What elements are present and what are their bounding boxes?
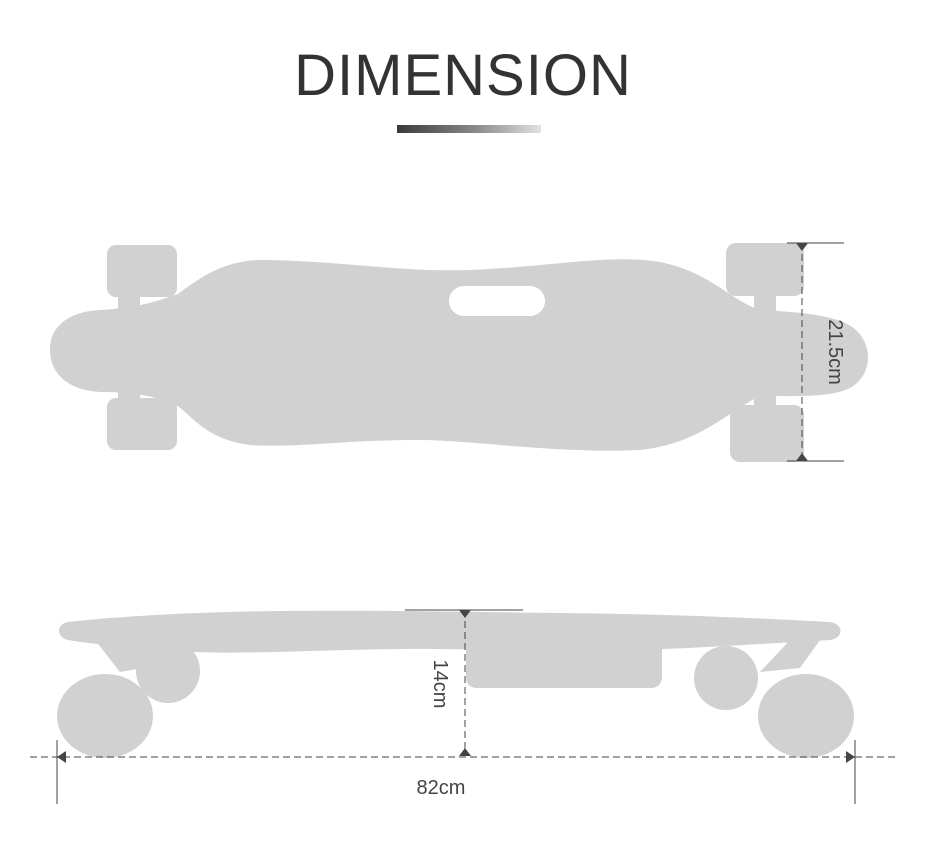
side-view-deck (59, 610, 841, 653)
top-view-left-front-wheel (107, 398, 177, 450)
top-view-right-rear-wheel (726, 243, 804, 296)
page-title: DIMENSION (294, 43, 632, 108)
side-view-right-far-wheel (694, 646, 758, 710)
width-arrow-bottom (796, 453, 808, 461)
side-view-right-truck (760, 640, 820, 672)
top-view-skateboard (50, 243, 868, 462)
title-underline-bar (397, 125, 541, 133)
deck-carry-handle-hole (449, 286, 545, 316)
length-arrow-left (57, 751, 66, 763)
height-arrow-bottom (459, 748, 471, 756)
length-arrow-right (846, 751, 855, 763)
width-arrow-top (796, 243, 808, 251)
height-label: 14cm (429, 660, 451, 709)
length-dimension-marker (30, 740, 896, 804)
top-view-right-front-wheel (730, 405, 804, 462)
top-view-left-rear-wheel (107, 245, 177, 297)
side-view-skateboard (57, 610, 854, 758)
top-view-deck (50, 259, 868, 451)
width-label: 21.5cm (824, 319, 846, 385)
length-label: 82cm (417, 777, 466, 799)
height-arrow-top (459, 610, 471, 618)
side-view-left-near-wheel (57, 674, 153, 758)
side-view-right-near-wheel (758, 674, 854, 758)
